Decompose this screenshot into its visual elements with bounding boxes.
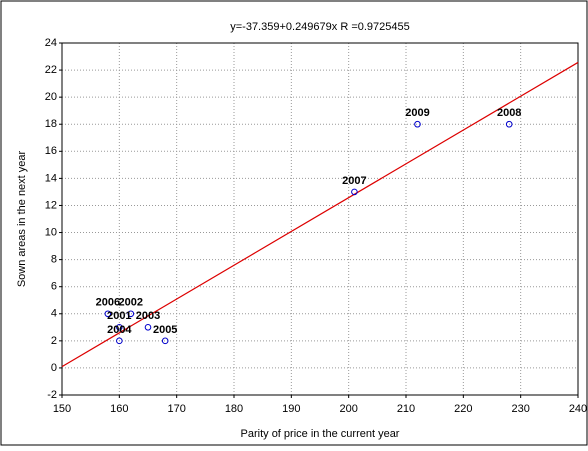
- plot-frame: [61, 42, 579, 396]
- point-label: 2003: [136, 310, 160, 322]
- x-tick-label: 170: [167, 403, 185, 415]
- y-tick-label: 8: [51, 254, 57, 266]
- x-tick-label: 210: [397, 403, 415, 415]
- point: [104, 310, 112, 318]
- point-label: 2008: [497, 107, 521, 119]
- point: [127, 310, 135, 318]
- point: [161, 337, 169, 345]
- point: [351, 188, 358, 196]
- y-axis-label: Sown areas in the next year: [16, 150, 28, 287]
- point-label: 2001: [107, 310, 131, 322]
- y-tick-label: 18: [45, 118, 57, 130]
- point-label: 2006: [96, 297, 120, 309]
- x-tick-label: 180: [225, 403, 243, 415]
- y-tick-label: 12: [45, 199, 57, 211]
- point-label: 2002: [119, 297, 143, 309]
- y-tick-label: 16: [45, 145, 57, 157]
- y-tick-label: 0: [51, 362, 57, 374]
- point-label: 2007: [342, 175, 366, 187]
- point: [116, 337, 123, 345]
- x-tick-label: 160: [110, 403, 128, 415]
- point-label: 2005: [153, 324, 177, 336]
- x-tick-label: 150: [53, 403, 71, 415]
- y-tick-label: 22: [45, 64, 57, 76]
- chart-title: y=-37.359+0.249679x R =0.9725455: [230, 21, 410, 33]
- point: [505, 120, 513, 128]
- x-tick-label: 230: [511, 403, 529, 415]
- x-tick-label: 240: [569, 403, 587, 415]
- y-tick-label: 2: [51, 335, 57, 347]
- point-label: 2009: [405, 107, 429, 119]
- y-tick-label: 6: [51, 281, 57, 293]
- y-tick-label: 4: [51, 308, 57, 320]
- y-tick-label: 10: [45, 226, 57, 238]
- point: [144, 324, 152, 331]
- y-tick-label: 24: [45, 37, 57, 49]
- y-tick-label: 14: [45, 172, 57, 184]
- x-tick-label: 200: [339, 403, 357, 415]
- point: [116, 324, 123, 331]
- y-tick-label: -2: [47, 389, 57, 401]
- x-axis-label: Parity of price in the current year: [241, 428, 400, 440]
- x-tick-label: 190: [282, 403, 300, 415]
- trend-line: [61, 61, 579, 368]
- point: [414, 120, 421, 128]
- x-tick-label: 220: [454, 403, 472, 415]
- point-label: 2004: [107, 324, 132, 336]
- y-tick-label: 20: [45, 91, 57, 103]
